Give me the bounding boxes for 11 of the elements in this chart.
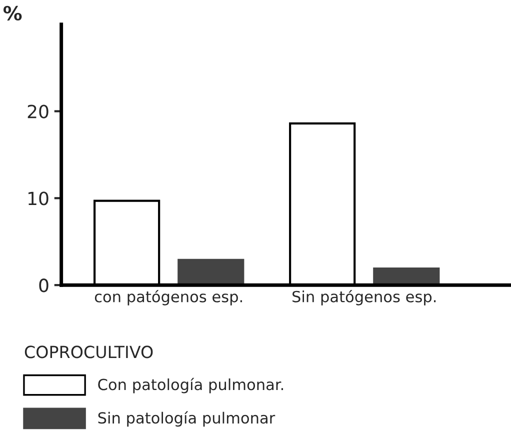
bar [178, 258, 244, 286]
x-tick-label: Sin patógenos esp. [292, 290, 436, 306]
legend-title: COPROCULTIVO [24, 346, 153, 358]
y-tick-label: 20 [28, 104, 48, 118]
bar [373, 268, 440, 286]
y-tick-label: 0 [39, 278, 48, 292]
x-tick-label: con patógenos esp. [94, 290, 242, 306]
y-axis-title: % [3, 6, 22, 21]
legend-label: Sin patología pulmonar [98, 411, 276, 427]
y-tick-label: 10 [28, 192, 48, 206]
legend-label: Con patología pulmonar. [98, 378, 284, 394]
